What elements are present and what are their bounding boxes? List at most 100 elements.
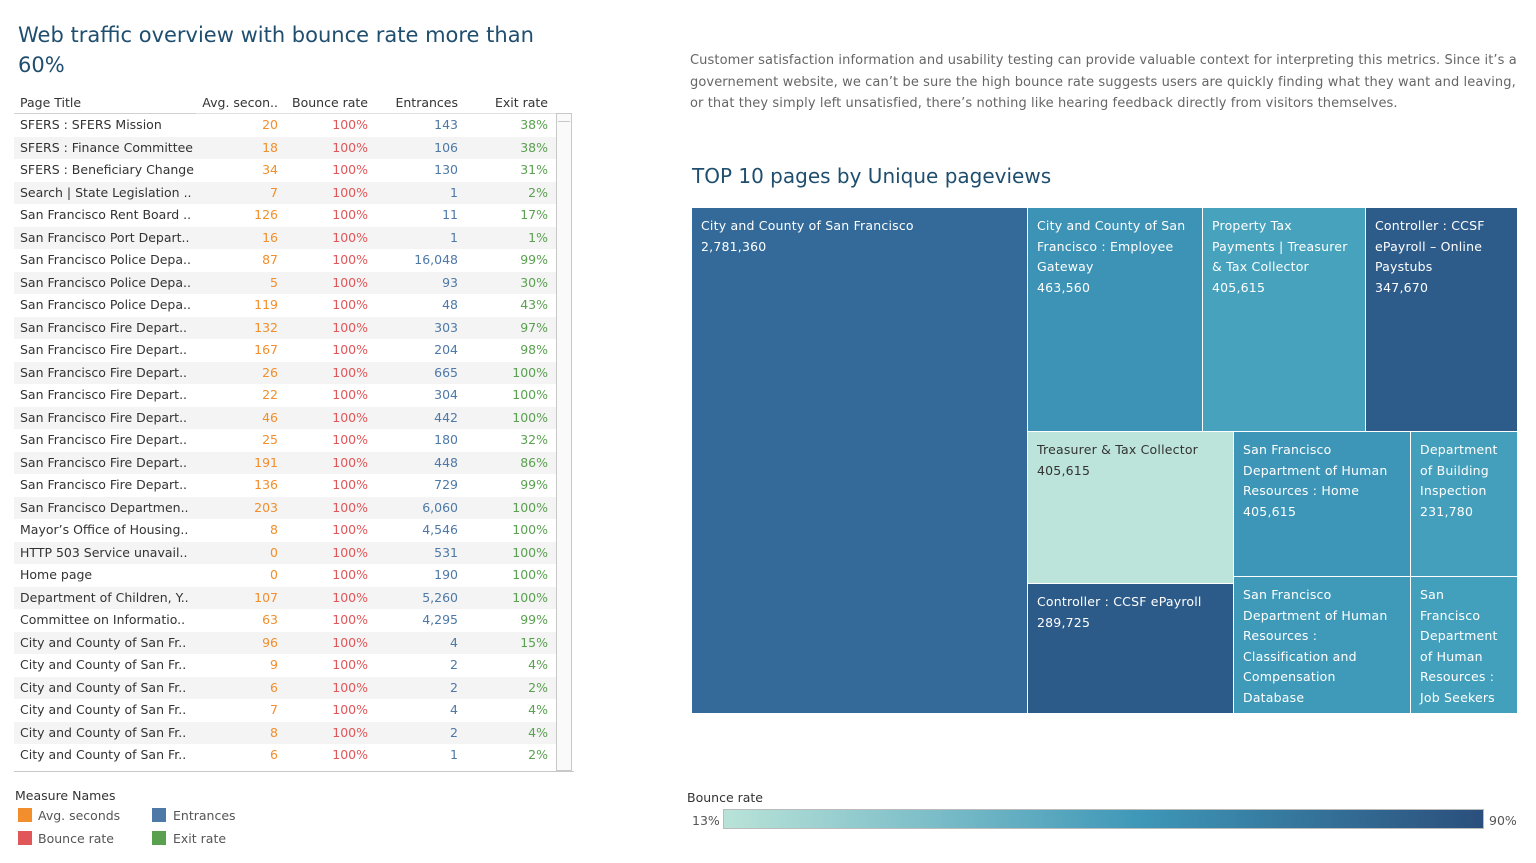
cell-exit-rate: 100% [512, 387, 548, 402]
legend-label-exit-rate[interactable]: Exit rate [173, 831, 227, 846]
cell-avg-seconds: 6 [270, 679, 278, 695]
cell-page-title: Committee on Informatio.. [20, 612, 186, 627]
cell-bounce-rate: 100% [332, 229, 368, 245]
table-row[interactable]: San Francisco Police Depa.. 5 100% 93 30% [14, 271, 556, 294]
table-row[interactable]: San Francisco Fire Depart.. 167 100% 204 98% [14, 339, 556, 362]
treemap-tile[interactable]: Property Tax Payments | Treasurer & Tax … [1202, 207, 1366, 432]
table-body[interactable]: SFERS : SFERS Mission 20 100% 143 38% SFERS :… [14, 114, 556, 795]
cell-entrances: 1 [450, 229, 458, 245]
legend-label-bounce-rate[interactable]: Bounce rate [38, 831, 114, 846]
legend-swatch-entrances[interactable] [152, 808, 166, 822]
table-row[interactable]: Committee on Informatio.. 63 100% 4,295 99% [14, 609, 556, 632]
treemap-tile-value: 463,560 [1037, 279, 1091, 295]
table-row[interactable]: Home page 0 100% 190 100% [14, 564, 556, 587]
table-row[interactable]: Department of Children, Y.. 107 100% 5,260 1… [14, 586, 556, 609]
table-row[interactable]: Search | State Legislation .. 7 100% 1 2% [14, 181, 556, 204]
treemap-tile-label: Controller : CCSF ePayroll – Online Pays… [1375, 218, 1485, 274]
cell-avg-seconds: 0 [270, 544, 278, 560]
legend-label-avg-seconds[interactable]: Avg. seconds [38, 808, 121, 823]
table-row[interactable]: SFERS : Finance Committee 18 100% 106 38% [14, 136, 556, 159]
cell-bounce-rate: 100% [332, 612, 368, 627]
table-row[interactable]: San Francisco Rent Board .. 126 100% 11 17% [14, 204, 556, 227]
table-row[interactable]: City and County of San Fr.. 96 100% 4 15% [14, 631, 556, 654]
treemap-tile-value: 347,670 [1375, 279, 1429, 295]
cell-exit-rate: 15% [520, 634, 548, 650]
table-row[interactable]: San Francisco Fire Depart.. 132 100% 303 97% [14, 316, 556, 339]
legend-swatch-bounce-rate[interactable] [18, 831, 32, 845]
cell-page-title: San Francisco Fire Depart.. [20, 432, 188, 447]
cell-entrances: 143 [434, 117, 458, 132]
table-row[interactable]: City and County of San Fr.. 8 100% 2 4% [14, 721, 556, 744]
cell-page-title: SFERS : Finance Committee [20, 139, 193, 155]
cell-entrances: 2 [450, 657, 458, 672]
cell-bounce-rate: 100% [332, 747, 368, 762]
header-avg-seconds[interactable]: Avg. secon.. [202, 95, 278, 110]
table-row[interactable]: San Francisco Fire Depart.. 25 100% 180 32% [14, 429, 556, 452]
cell-avg-seconds: 136 [254, 477, 278, 492]
cell-avg-seconds: 8 [270, 522, 278, 537]
bounce-legend-gradient[interactable] [723, 809, 1484, 829]
cell-avg-seconds: 25 [262, 432, 278, 447]
table-row[interactable]: City and County of San Fr.. 7 100% 4 4% [14, 699, 556, 722]
table-row[interactable]: City and County of San Fr.. 6 100% 1 2% [14, 744, 556, 767]
header-exit-rate[interactable]: Exit rate [494, 95, 548, 110]
legend-swatch-avg-seconds[interactable] [18, 808, 32, 822]
cell-avg-seconds: 16 [262, 229, 278, 245]
table-row[interactable]: San Francisco Fire Depart.. 136 100% 729 99% [14, 474, 556, 497]
header-page-title[interactable]: Page Title [20, 95, 82, 110]
cell-bounce-rate: 100% [332, 567, 368, 582]
table-row[interactable]: San Francisco Departmen.. 203 100% 6,060 100… [14, 496, 556, 519]
cell-avg-seconds: 8 [270, 724, 278, 740]
legend-label-entrances[interactable]: Entrances [173, 808, 236, 823]
cell-bounce-rate: 100% [332, 139, 368, 155]
treemap-tile[interactable]: Treasurer & Tax Collector 405,615 [1027, 431, 1234, 584]
cell-page-title: San Francisco Police Depa.. [20, 252, 191, 267]
cell-exit-rate: 100% [512, 544, 548, 560]
legend-swatch-exit-rate[interactable] [152, 831, 166, 845]
cell-bounce-rate: 100% [332, 657, 368, 672]
treemap-tile[interactable]: Controller : CCSF ePayroll – Online Pays… [1365, 207, 1518, 432]
cell-entrances: 4,295 [422, 612, 458, 627]
treemap-tile[interactable]: City and County of San Francisco : Emplo… [1027, 207, 1203, 432]
scrollbar-thumb[interactable] [558, 115, 570, 122]
cell-page-title: City and County of San Fr.. [20, 702, 187, 717]
cell-bounce-rate: 100% [332, 679, 368, 695]
table-row[interactable]: San Francisco Port Depart.. 16 100% 1 1% [14, 226, 556, 249]
treemap-tile[interactable]: Department of Building Inspection 231,780 [1410, 431, 1518, 577]
measure-legend-title: Measure Names [15, 788, 116, 803]
header-entrances[interactable]: Entrances [395, 95, 458, 110]
cell-entrances: 16,048 [414, 252, 458, 267]
treemap-tile-label: Property Tax Payments | Treasurer & Tax … [1212, 218, 1348, 274]
table-row[interactable]: San Francisco Fire Depart.. 46 100% 442 100% [14, 406, 556, 429]
treemap-tile[interactable]: San Francisco Department of Human Resour… [1233, 431, 1411, 577]
cell-entrances: 106 [434, 139, 458, 155]
table-row[interactable]: City and County of San Fr.. 6 100% 2 2% [14, 676, 556, 699]
cell-avg-seconds: 20 [262, 117, 278, 132]
cell-page-title: Mayor’s Office of Housing.. [20, 522, 189, 537]
table-scrollbar[interactable] [556, 113, 572, 771]
treemap-tile[interactable]: Controller : CCSF ePayroll 289,725 [1027, 583, 1234, 714]
treemap-tile[interactable]: City and County of San Francisco 2,781,36… [691, 207, 1028, 714]
treemap-tile[interactable]: San Francisco Department of Human Resour… [1410, 576, 1518, 714]
table-row[interactable]: San Francisco Police Depa.. 87 100% 16,048 9… [14, 249, 556, 272]
cell-page-title: SFERS : Beneficiary Change [20, 162, 194, 177]
cell-entrances: 93 [442, 274, 458, 290]
header-bounce-rate[interactable]: Bounce rate [292, 95, 368, 110]
bounce-legend-title: Bounce rate [687, 790, 763, 805]
table-row[interactable]: SFERS : Beneficiary Change 34 100% 130 31% [14, 159, 556, 182]
cell-page-title: San Francisco Fire Depart.. [20, 364, 188, 380]
cell-bounce-rate: 100% [332, 252, 368, 267]
cell-exit-rate: 86% [520, 454, 548, 470]
table-row[interactable]: San Francisco Police Depa.. 119 100% 48 43% [14, 294, 556, 317]
table-row[interactable]: City and County of San Fr.. 9 100% 2 4% [14, 654, 556, 677]
cell-avg-seconds: 6 [270, 747, 278, 762]
dashboard-title: Web traffic overview with bounce rate mo… [18, 23, 534, 77]
table-row[interactable]: San Francisco Fire Depart.. 22 100% 304 100% [14, 384, 556, 407]
treemap-tile[interactable]: San Francisco Department of Human Resour… [1233, 576, 1411, 714]
table-row[interactable]: SFERS : SFERS Mission 20 100% 143 38% [14, 114, 556, 137]
table-row[interactable]: HTTP 503 Service unavail.. 0 100% 531 100% [14, 541, 556, 564]
table-row[interactable]: San Francisco Fire Depart.. 191 100% 448 86% [14, 451, 556, 474]
cell-bounce-rate: 100% [332, 207, 368, 222]
table-row[interactable]: San Francisco Fire Depart.. 26 100% 665 100% [14, 361, 556, 384]
table-row[interactable]: Mayor’s Office of Housing.. 8 100% 4,546 100… [14, 519, 556, 542]
